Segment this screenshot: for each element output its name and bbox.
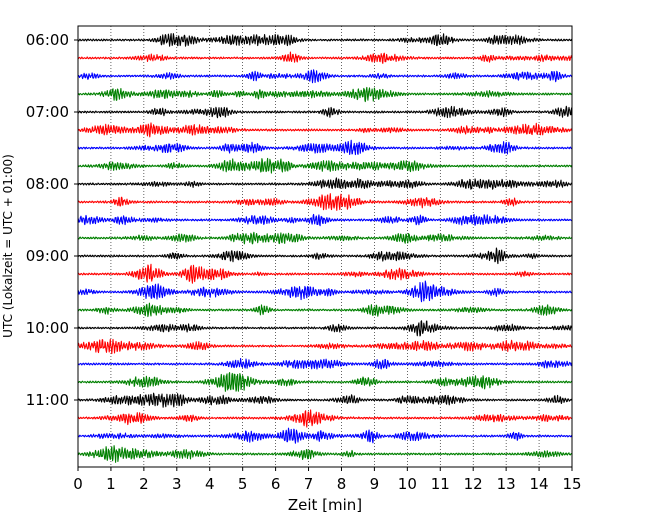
trace-line — [77, 372, 573, 392]
trace-line — [77, 105, 573, 119]
trace-line — [77, 445, 573, 463]
x-axis: 0 1 2 3 4 5 6 7 8 9 10 11 12 13 14 15 — [73, 467, 582, 493]
trace-line — [77, 409, 573, 428]
plot-frame — [77, 25, 573, 468]
trace-line — [77, 427, 573, 444]
trace-line — [77, 139, 573, 156]
y-tick-label: 09:00 — [26, 247, 69, 265]
x-tick-label: 10 — [398, 475, 417, 493]
trace-line — [77, 280, 573, 303]
x-tick-label: 13 — [497, 475, 516, 493]
x-tick-label: 6 — [271, 475, 281, 493]
y-axis: 06:00 07:00 08:00 09:00 10:00 11:00 — [26, 31, 78, 409]
x-axis-label: Zeit [min] — [288, 496, 362, 514]
x-tick-label: 0 — [73, 475, 83, 493]
trace-line — [77, 33, 573, 47]
y-axis-label: UTC (Lokalzeit = UTC + 01:00) — [1, 154, 15, 338]
x-tick-label: 9 — [370, 475, 380, 493]
trace-line — [77, 320, 573, 337]
trace-line — [77, 357, 573, 370]
trace-line — [77, 157, 573, 174]
trace-line — [77, 213, 573, 227]
traces-group — [77, 33, 573, 463]
x-tick-label: 5 — [238, 475, 248, 493]
trace-line — [77, 86, 573, 103]
y-tick-label: 07:00 — [26, 103, 69, 121]
x-tick-label: 8 — [337, 475, 347, 493]
trace-line — [77, 247, 573, 265]
x-tick-label: 7 — [304, 475, 314, 493]
x-tick-label: 4 — [205, 475, 215, 493]
y-tick-label: 11:00 — [26, 391, 69, 409]
trace-line — [77, 69, 573, 84]
x-tick-label: 12 — [464, 475, 483, 493]
trace-line — [77, 122, 573, 138]
trace-line — [77, 392, 573, 408]
vertical-gridlines — [110, 26, 540, 467]
x-tick-label: 1 — [106, 475, 116, 493]
x-tick-label: 11 — [431, 475, 450, 493]
trace-line — [77, 177, 573, 190]
trace-line — [77, 302, 573, 318]
y-tick-label: 10:00 — [26, 319, 69, 337]
x-tick-label: 14 — [530, 475, 549, 493]
y-tick-label: 06:00 — [26, 31, 69, 49]
y-tick-label: 08:00 — [26, 175, 69, 193]
x-tick-label: 2 — [139, 475, 149, 493]
trace-line — [77, 338, 573, 355]
trace-line — [77, 263, 573, 284]
trace-line — [77, 231, 573, 245]
trace-line — [77, 193, 573, 211]
x-tick-label: 15 — [562, 475, 581, 493]
trace-line — [77, 51, 573, 64]
x-tick-label: 3 — [172, 475, 182, 493]
